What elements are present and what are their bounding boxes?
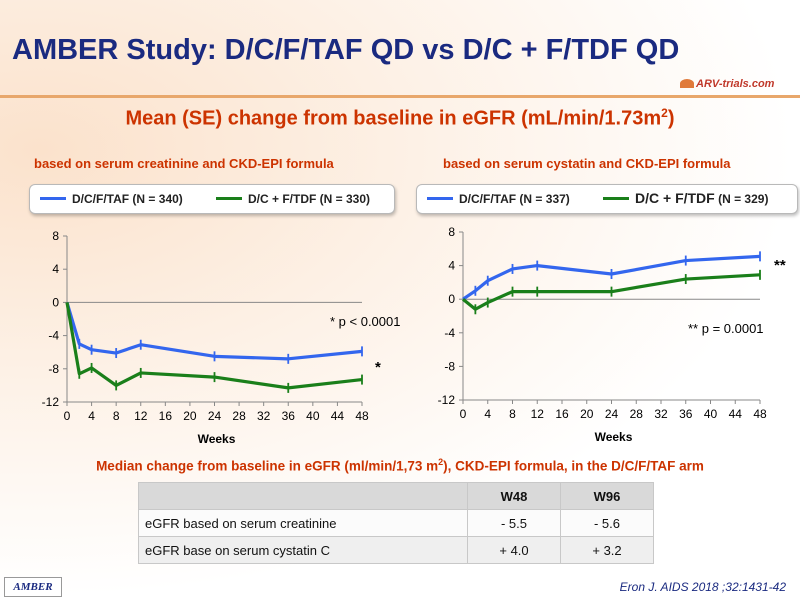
median-table: W48 W96 eGFR based on serum creatinine -… [138,482,654,564]
table-row: eGFR based on serum creatinine - 5.5 - 5… [138,509,654,537]
legend2-green-name: D/C + F/TDF [635,190,715,206]
x-tick-label: 16 [159,409,173,423]
row-label: eGFR based on serum creatinine [138,509,468,537]
series-line-1 [65,302,363,390]
x-tick-label: 20 [580,407,594,421]
x-tick-label: 8 [113,409,120,423]
x-tick-label: 48 [355,409,369,423]
x-axis-title: Weeks [595,430,633,444]
y-tick-label: 0 [52,295,59,309]
median-title-prefix: Median change from baseline in eGFR (ml/… [96,458,439,474]
x-tick-label: 8 [509,407,516,421]
legend1-blue-entry: D/C/F/TAF (N = 340) [40,192,183,206]
x-tick-label: 28 [630,407,644,421]
legend2-blue-swatch [427,197,453,200]
chart1-subheading: based on serum creatinine and CKD-EPI fo… [34,156,334,171]
x-tick-label: 4 [484,407,491,421]
logo-text: ARV-trials.com [696,78,775,90]
x-tick-label: 48 [753,407,767,421]
chart-cystatin: 840-4-8-120 4 8 12 16 20 24 28 32 36 40 44 48Weeks**… [438,225,786,444]
x-tick-label: 44 [729,407,743,421]
table-header-w48: W48 [467,482,561,510]
chart-creatinine: 840-4-8-120 4 8 12 16 20 24 28 32 36 40 44 48Weeks* … [42,229,401,446]
row-w96: - 5.6 [560,509,654,537]
x-tick-label: 24 [605,407,619,421]
y-tick-label: 4 [448,259,455,273]
x-axis-title: Weeks [198,432,236,446]
legend2-blue-entry: D/C/F/TAF (N = 337) [427,192,570,206]
charts-canvas: 840-4-8-120 4 8 12 16 20 24 28 32 36 40 44 48Weeks* … [42,225,786,446]
table-header-blank [138,482,468,510]
amber-tag: AMBER [4,577,62,597]
y-tick-label: -8 [444,359,455,373]
logo-icon [680,79,694,88]
x-tick-label: 36 [679,407,693,421]
x-tick-label: 12 [531,407,545,421]
median-title-suffix: ), CKD-EPI formula, in the D/C/F/TAF arm [443,458,704,474]
x-tick-label: 0 [460,407,467,421]
citation: Eron J. AIDS 2018 ;32:1431-42 [619,580,786,594]
y-tick-label: 0 [448,292,455,306]
chart1-legend: D/C/F/TAF (N = 340) D/C + F/TDF (N = 330… [29,184,395,214]
x-tick-label: 24 [208,409,222,423]
legend2-green-entry: D/C + F/TDF (N = 329) [603,190,768,206]
legend1-blue-swatch [40,197,66,200]
p-value-annotation: ** p = 0.0001 [688,321,764,336]
x-tick-label: 40 [306,409,320,423]
x-tick-label: 44 [331,409,345,423]
y-tick-label: -4 [444,326,455,340]
chart2-legend: D/C/F/TAF (N = 337) D/C + F/TDF (N = 329… [416,184,798,214]
median-table-title: Median change from baseline in eGFR (ml/… [0,457,800,474]
x-tick-label: 28 [232,409,246,423]
legend2-green-swatch [603,197,629,200]
subtitle-sup: 2 [661,106,668,120]
y-tick-label: -12 [438,393,456,407]
title-divider [0,95,800,98]
p-value-annotation: * p < 0.0001 [330,314,400,329]
x-tick-label: 20 [183,409,197,423]
legend1-blue-label: D/C/F/TAF (N = 340) [72,192,183,206]
legend1-green-swatch [216,197,242,200]
row-w48: + 4.0 [467,536,561,564]
y-tick-label: -12 [42,395,60,409]
x-tick-label: 16 [555,407,569,421]
significance-star: * [375,359,381,376]
legend2-green-n: (N = 329) [718,192,769,206]
y-tick-label: -4 [48,329,59,343]
series-line-1 [461,273,761,311]
legend1-green-entry: D/C + F/TDF (N = 330) [216,192,370,206]
y-tick-label: -8 [48,362,59,376]
x-tick-label: 36 [282,409,296,423]
x-tick-label: 40 [704,407,718,421]
series-line-0 [65,301,363,361]
legend2-blue-label: D/C/F/TAF (N = 337) [459,192,570,206]
significance-star: ** [774,257,786,274]
arv-trials-logo: ARV-trials.com [680,78,774,90]
row-w96: + 3.2 [560,536,654,564]
legend1-green-label: D/C + F/TDF (N = 330) [248,192,371,206]
slide-title: AMBER Study: D/C/F/TAF QD vs D/C + F/TDF… [12,34,680,66]
chart2-subheading: based on serum cystatin and CKD-EPI form… [443,156,731,171]
x-tick-label: 32 [654,407,668,421]
x-tick-label: 32 [257,409,271,423]
table-header-row: W48 W96 [138,482,654,510]
chart-subtitle: Mean (SE) change from baseline in eGFR (… [0,106,800,131]
x-tick-label: 0 [64,409,71,423]
subtitle-prefix: Mean (SE) change from baseline in eGFR (… [125,107,662,130]
row-label: eGFR base on serum cystatin C [138,536,468,564]
series-line-0 [462,254,761,301]
table-header-w96: W96 [560,482,654,510]
x-tick-label: 4 [88,409,95,423]
y-tick-label: 4 [52,262,59,276]
y-tick-label: 8 [52,229,59,243]
median-title-sup: 2 [438,457,444,467]
table-row: eGFR base on serum cystatin C + 4.0 + 3.… [138,536,654,564]
y-tick-label: 8 [448,225,455,239]
x-tick-label: 12 [134,409,148,423]
subtitle-suffix: ) [667,107,675,130]
row-w48: - 5.5 [467,509,561,537]
